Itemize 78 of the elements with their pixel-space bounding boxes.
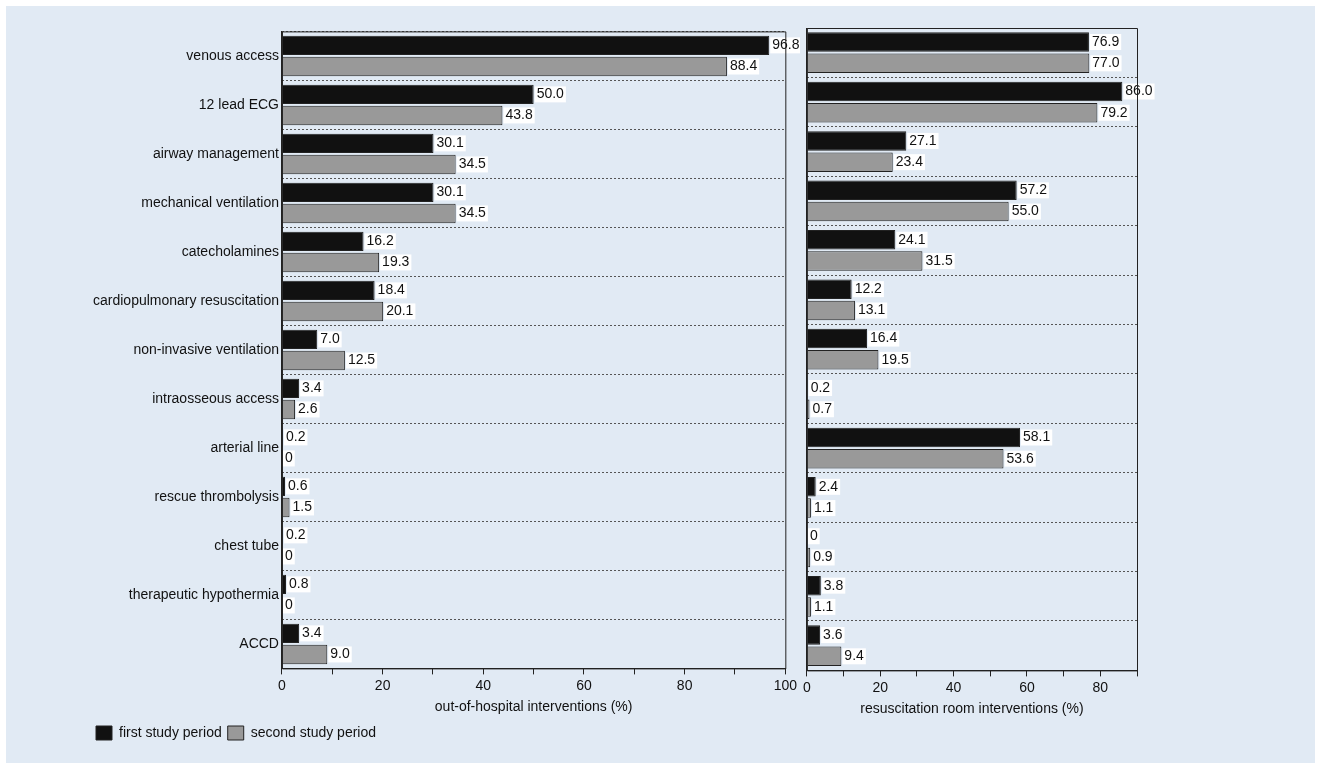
y-tick-label: airway management bbox=[152, 144, 280, 161]
x-tick-label: 100 bbox=[773, 676, 798, 693]
data-label: 31.5 bbox=[925, 251, 953, 268]
data-label: 0 bbox=[284, 596, 293, 613]
data-label: 18.4 bbox=[377, 281, 406, 298]
data-label: 34.5 bbox=[458, 204, 487, 221]
data-label: 9.4 bbox=[844, 647, 865, 664]
data-label: 20.1 bbox=[386, 302, 414, 319]
x-axis-title: out-of-hospital interventions (%) bbox=[434, 698, 633, 715]
data-label: 2.6 bbox=[298, 400, 318, 417]
data-label: 27.1 bbox=[909, 131, 937, 148]
x-tick-label: 80 bbox=[676, 676, 693, 693]
data-label: 0 bbox=[284, 547, 293, 564]
data-label: 3.4 bbox=[302, 624, 322, 641]
y-tick-label: cardiopulmonary resuscitation bbox=[92, 291, 279, 308]
x-tick-label: 40 bbox=[945, 678, 962, 695]
data-label: 16.4 bbox=[870, 329, 898, 346]
data-label: 1.5 bbox=[292, 498, 313, 515]
data-label: 2.4 bbox=[818, 477, 839, 494]
data-label: 50.0 bbox=[536, 85, 565, 102]
y-tick-label: non-invasive ventilation bbox=[133, 340, 279, 357]
legend-label: second study period bbox=[250, 723, 377, 740]
data-label: 24.1 bbox=[898, 230, 926, 247]
x-tick-label: 20 bbox=[374, 676, 391, 693]
x-tick-label: 60 bbox=[576, 676, 592, 693]
data-label: 13.1 bbox=[857, 301, 886, 318]
data-label: 0 bbox=[284, 449, 293, 466]
data-label: 19.3 bbox=[382, 253, 410, 270]
x-tick-label: 40 bbox=[475, 676, 492, 693]
data-label: 1.1 bbox=[813, 498, 834, 515]
data-label: 12.2 bbox=[854, 280, 883, 297]
legend-label: first study period bbox=[119, 723, 222, 740]
data-label: 0.2 bbox=[810, 378, 831, 395]
x-tick-label: 0 bbox=[802, 678, 811, 695]
y-tick-label: rescue thrombolysis bbox=[154, 487, 279, 504]
y-tick-label: mechanical ventilation bbox=[141, 193, 279, 210]
data-label: 34.5 bbox=[458, 155, 487, 172]
data-label: 88.4 bbox=[729, 57, 758, 74]
data-label: 0 bbox=[809, 527, 818, 544]
data-label: 0.6 bbox=[288, 477, 308, 494]
data-label: 3.8 bbox=[823, 576, 844, 593]
data-label: 3.4 bbox=[302, 379, 322, 396]
data-label: 3.6 bbox=[823, 625, 843, 642]
data-label: 55.0 bbox=[1011, 202, 1040, 219]
data-label: 53.6 bbox=[1006, 449, 1034, 466]
y-tick-label: intraosseous access bbox=[152, 389, 279, 406]
data-label: 30.1 bbox=[436, 183, 464, 200]
y-tick-label: catecholamines bbox=[181, 242, 279, 259]
data-label: 0.2 bbox=[285, 526, 306, 543]
data-label: 77.0 bbox=[1092, 54, 1120, 71]
data-label: 7.0 bbox=[320, 330, 340, 347]
data-label: 0.7 bbox=[812, 400, 833, 417]
data-label: 30.1 bbox=[436, 134, 464, 151]
data-label: 79.2 bbox=[1100, 103, 1128, 120]
x-axis-title: resuscitation room interventions (%) bbox=[860, 700, 1084, 717]
data-label: 0.9 bbox=[813, 548, 833, 565]
data-label: 76.9 bbox=[1091, 32, 1120, 49]
data-label: 19.5 bbox=[881, 350, 909, 367]
data-label: 0.2 bbox=[285, 428, 306, 445]
y-tick-label: venous access bbox=[186, 46, 279, 63]
x-tick-label: 80 bbox=[1092, 678, 1109, 695]
x-tick-label: 0 bbox=[278, 676, 287, 693]
y-tick-label: therapeutic hypothermia bbox=[128, 585, 280, 602]
data-label: 23.4 bbox=[895, 153, 924, 170]
data-label: 43.8 bbox=[505, 106, 533, 123]
x-tick-label: 20 bbox=[872, 678, 889, 695]
data-label: 16.2 bbox=[366, 232, 394, 249]
data-label: 1.1 bbox=[813, 597, 834, 614]
data-label: 12.5 bbox=[347, 351, 376, 368]
data-label: 0.8 bbox=[289, 575, 309, 592]
data-label: 58.1 bbox=[1023, 428, 1051, 445]
data-label: 57.2 bbox=[1019, 181, 1048, 198]
y-tick-label: 12 lead ECG bbox=[198, 95, 279, 112]
x-tick-label: 60 bbox=[1019, 678, 1035, 695]
y-tick-label: arterial line bbox=[210, 438, 280, 455]
y-tick-label: ACCD bbox=[239, 634, 279, 651]
y-tick-label: chest tube bbox=[214, 536, 280, 553]
data-label: 9.0 bbox=[330, 645, 350, 662]
